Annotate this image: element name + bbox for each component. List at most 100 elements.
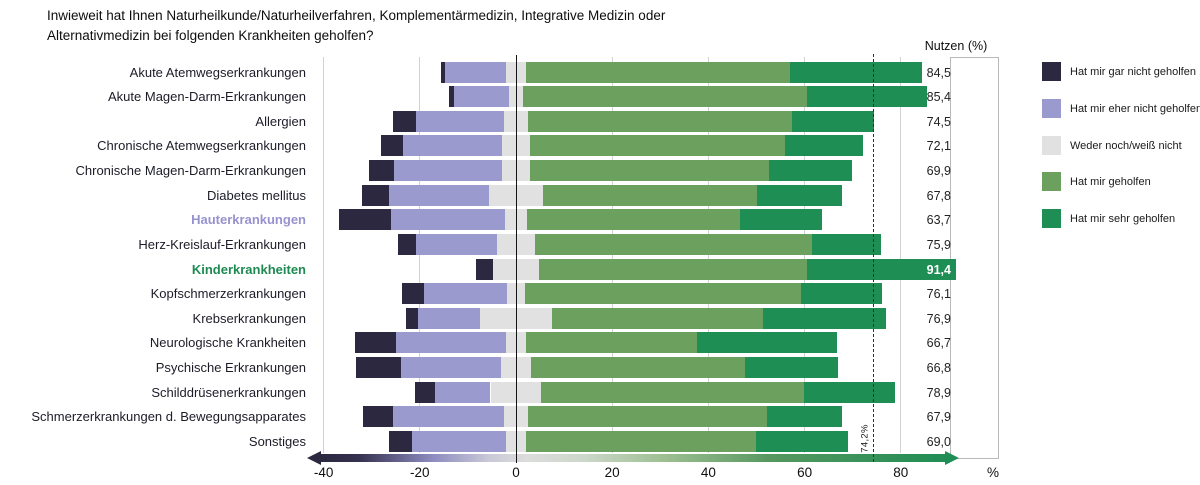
- value-label: 72,1: [926, 139, 951, 154]
- gridline: [707, 57, 709, 453]
- x-axis-arrowhead-left-icon: [307, 450, 321, 465]
- bar-segment-5: [766, 406, 843, 428]
- x-axis-arrowhead-right-icon: [945, 450, 959, 465]
- bar-segment-4: [527, 406, 767, 428]
- value-label: 74,5: [926, 114, 951, 129]
- chart-title: Inwieweit hat Ihnen Naturheilkunde/Natur…: [47, 8, 666, 44]
- value-label: 75,9: [926, 237, 951, 252]
- bar-segment-4: [530, 160, 769, 182]
- legend-swatch-icon: [1042, 209, 1061, 229]
- bar-segment-1: [405, 307, 419, 329]
- category-label: Krebserkrankungen: [192, 310, 306, 326]
- bar-segment-4: [526, 209, 740, 231]
- average-line-label: 74,2%: [859, 424, 871, 453]
- bar-segment-5: [800, 283, 883, 305]
- bar-segment-1: [355, 357, 401, 379]
- tick-label: 0: [512, 465, 520, 480]
- category-label: Schilddrüsenerkrankungen: [151, 384, 306, 400]
- bar-segment-4: [528, 110, 793, 132]
- bar-segment-2: [390, 209, 506, 231]
- bar-segment-4: [542, 184, 758, 206]
- bar-row: [0, 406, 1200, 428]
- bar-segment-1: [389, 430, 413, 452]
- value-label: 78,9: [926, 385, 951, 400]
- category-label: Chronische Atemwegserkrankungen: [97, 138, 306, 154]
- nutzen-column-header: Nutzen (%): [924, 39, 988, 53]
- category-label: Chronische Magen-Darm-Erkrankungen: [75, 163, 307, 179]
- bar-segment-5: [757, 184, 843, 206]
- bar-segment-1: [448, 86, 455, 108]
- bar-segment-1: [362, 184, 390, 206]
- gridline: [419, 57, 421, 453]
- bar-segment-1: [414, 381, 435, 403]
- bar-segment-1: [402, 283, 424, 305]
- average-dashed-line: [873, 54, 874, 462]
- bar-row: [0, 258, 1200, 280]
- legend-label: Hat mir geholfen: [1070, 176, 1151, 189]
- value-label: 66,7: [926, 336, 951, 351]
- legend-label: Weder noch/weiß nicht: [1070, 139, 1182, 152]
- bar-segment-5: [756, 430, 848, 452]
- bar-segment-2: [444, 61, 506, 83]
- bar-segment-2: [395, 332, 506, 354]
- value-label: 67,8: [926, 188, 951, 203]
- bar-segment-4: [526, 430, 756, 452]
- value-label: 69,0: [926, 434, 951, 449]
- bar-row: [0, 160, 1200, 182]
- bar-segment-5: [806, 258, 956, 280]
- bar-segment-1: [362, 406, 394, 428]
- bar-row: [0, 184, 1200, 206]
- bar-row: [0, 61, 1200, 83]
- bar-row: [0, 110, 1200, 132]
- tick-label: 60: [797, 465, 813, 480]
- legend-swatch-icon: [1042, 135, 1061, 155]
- bar-row: [0, 135, 1200, 157]
- value-label: 69,9: [926, 164, 951, 179]
- bar-segment-4: [530, 357, 746, 379]
- bar-segment-2: [393, 160, 502, 182]
- category-label: Akute Magen-Darm-Erkrankungen: [108, 89, 306, 105]
- category-label: Allergien: [255, 113, 306, 129]
- bar-segment-2: [454, 86, 509, 108]
- category-label: Diabetes mellitus: [207, 187, 306, 203]
- bar-row: [0, 332, 1200, 354]
- legend-label: Hat mir sehr geholfen: [1070, 213, 1176, 226]
- bar-segment-1: [441, 61, 445, 83]
- category-label: Kinderkrankheiten: [191, 261, 306, 277]
- value-label: 91,4: [926, 262, 951, 277]
- bar-segment-5: [697, 332, 837, 354]
- legend-swatch-icon: [1042, 62, 1061, 81]
- bar-segment-2: [412, 430, 506, 452]
- bar-segment-2: [418, 307, 480, 329]
- gridline: [804, 57, 806, 453]
- bar-segment-4: [526, 61, 791, 83]
- bar-segment-1: [339, 209, 391, 231]
- legend-label: Hat mir gar nicht geholfen: [1070, 66, 1196, 78]
- bar-segment-2: [415, 110, 504, 132]
- bar-segment-2: [434, 381, 491, 403]
- bar-segment-1: [381, 135, 404, 157]
- bar-segment-1: [392, 110, 416, 132]
- bar-segment-5: [792, 110, 875, 132]
- bar-segment-4: [523, 86, 807, 108]
- bar-row: [0, 307, 1200, 329]
- category-label: Hauterkrankungen: [191, 212, 306, 228]
- category-label: Psychische Erkrankungen: [155, 360, 306, 376]
- x-axis-gradient-arrow: [320, 453, 946, 462]
- tick-label: -20: [410, 465, 430, 480]
- bar-segment-4: [526, 332, 698, 354]
- value-label: 63,7: [926, 213, 951, 228]
- gridline: [611, 57, 613, 453]
- legend-swatch-icon: [1042, 172, 1061, 192]
- bar-segment-5: [785, 135, 863, 157]
- x-axis-unit-label: %: [986, 465, 999, 480]
- category-label: Akute Atemwegserkrankungen: [129, 64, 306, 80]
- bar-segment-5: [806, 86, 927, 108]
- bar-segment-2: [423, 283, 508, 305]
- tick-label: -40: [313, 465, 334, 480]
- bar-segment-4: [534, 233, 812, 255]
- value-label: 76,9: [926, 311, 951, 326]
- value-label: 84,5: [926, 65, 951, 80]
